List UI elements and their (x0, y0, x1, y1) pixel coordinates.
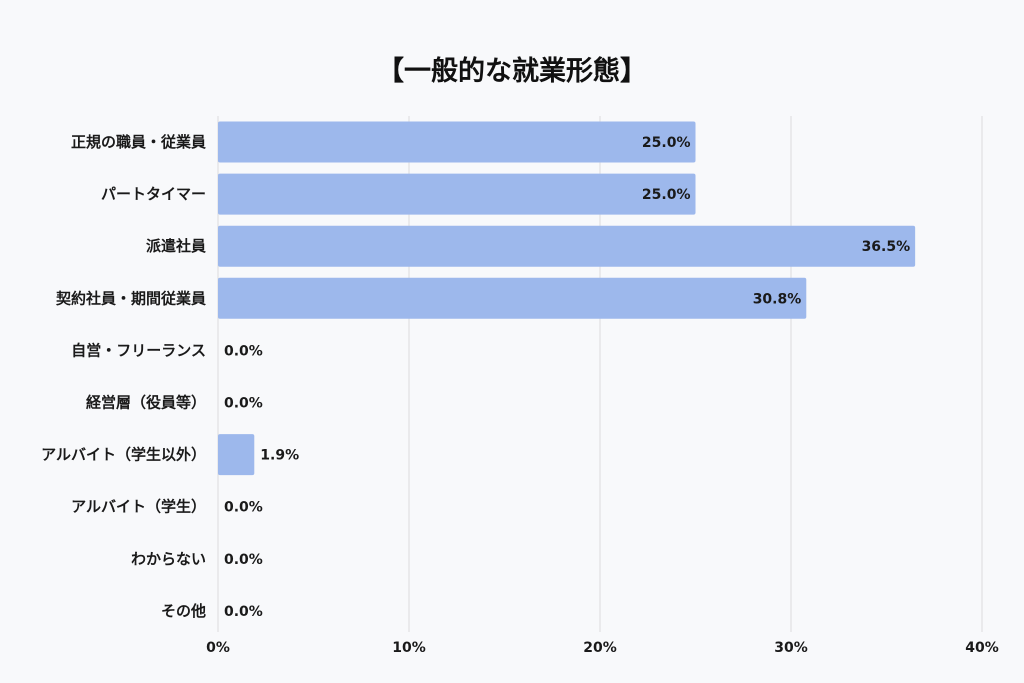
category-label: 自営・フリーランス (71, 341, 206, 359)
bar (218, 225, 916, 267)
category-label: 正規の職員・従業員 (71, 133, 206, 151)
category-label: 経営層（役員等） (86, 394, 206, 412)
x-tick-label: 20% (583, 640, 617, 656)
x-axis-tick-labels: 0% 10% 20% 30% 40% (206, 640, 999, 656)
data-label: 25.0% (642, 187, 691, 203)
category-label: わからない (131, 550, 206, 568)
data-label: 30.8% (753, 291, 802, 307)
bar (218, 121, 696, 163)
data-label: 25.0% (642, 135, 691, 151)
category-label: パートタイマー (101, 185, 206, 203)
data-label: 0.0% (224, 604, 263, 620)
category-label: 契約社員・期間従業員 (55, 289, 206, 307)
chart-title: 【一般的な就業形態】 (377, 55, 647, 87)
data-label: 0.0% (224, 500, 263, 516)
category-labels: 正規の職員・従業員パートタイマー派遣社員契約社員・期間従業員自営・フリーランス経… (41, 133, 206, 620)
x-tick-label: 30% (774, 640, 808, 656)
x-tick-label: 10% (392, 640, 426, 656)
bar (218, 173, 696, 215)
data-labels: 25.0% 25.0% 36.5% 30.8% 0.0% 0.0% 1.9% 0.0% 0.0%… (224, 135, 910, 620)
category-label: アルバイト（学生） (71, 498, 206, 516)
bar (218, 434, 255, 476)
x-tick-label: 0% (206, 640, 230, 656)
data-label: 0.0% (224, 396, 263, 412)
category-label: アルバイト（学生以外） (41, 446, 206, 464)
category-label: 派遣社員 (146, 237, 206, 255)
category-label: その他 (161, 602, 206, 620)
data-label: 0.0% (224, 343, 263, 359)
data-label: 1.9% (260, 448, 299, 464)
data-label: 36.5% (862, 239, 911, 255)
bars (218, 121, 916, 476)
bar (218, 277, 807, 319)
data-label: 0.0% (224, 552, 263, 568)
x-tick-label: 40% (965, 640, 999, 656)
